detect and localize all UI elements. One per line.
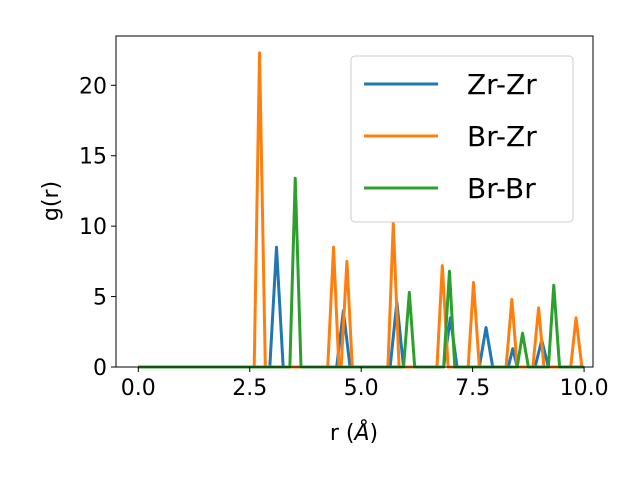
x-tick-label: 7.5 <box>455 376 490 401</box>
x-axis-label: r (Å) <box>330 419 378 446</box>
y-tick-label: 15 <box>79 145 107 170</box>
legend-label-zr-zr: Zr-Zr <box>467 68 537 101</box>
y-tick-label: 20 <box>79 74 107 99</box>
series-line-br-zr <box>138 51 585 369</box>
y-tick-label: 10 <box>79 215 107 240</box>
series-line-br-br <box>138 176 585 369</box>
legend-box <box>350 55 574 223</box>
y-axis-label: g(r) <box>39 181 64 221</box>
x-tick-label: 10.0 <box>560 376 609 401</box>
x-axis: 0.0 2.5 5.0 7.5 10.0 <box>121 367 609 401</box>
x-tick-label: 2.5 <box>232 376 267 401</box>
y-axis: 0 5 10 15 20 <box>79 74 116 381</box>
legend-label-br-br: Br-Br <box>467 172 536 205</box>
x-tick-label: 0.0 <box>121 376 156 401</box>
x-tick-label: 5.0 <box>344 376 379 401</box>
y-tick-label: 0 <box>93 356 107 381</box>
plot-frame <box>115 35 594 368</box>
y-tick-label: 5 <box>93 286 107 311</box>
legend: Zr-Zr Br-Zr Br-Br <box>350 55 574 223</box>
legend-label-br-zr: Br-Zr <box>467 120 537 153</box>
